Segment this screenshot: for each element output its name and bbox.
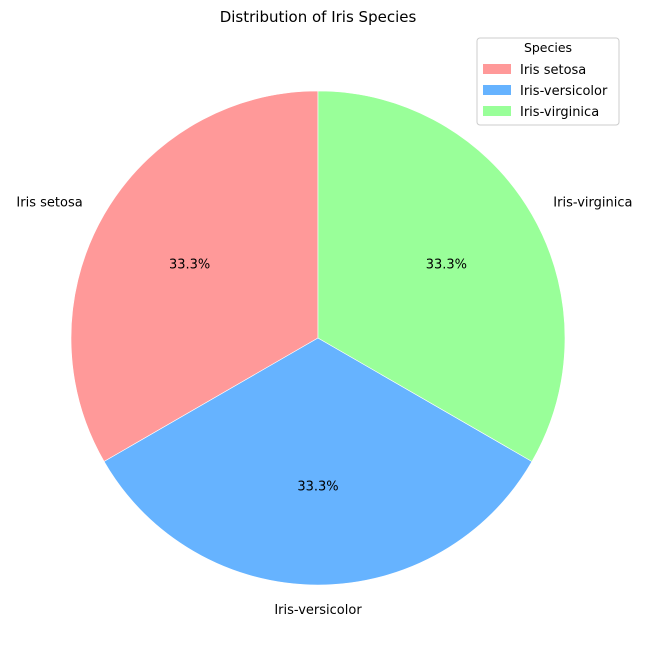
pie-slice-iris-virginica bbox=[317, 90, 566, 462]
chart-title: Distribution of Iris Species bbox=[220, 8, 417, 26]
legend-label-iris-versicolor: Iris-versicolor bbox=[520, 84, 608, 99]
pie-label-iris-virginica: Iris-virginica bbox=[553, 196, 632, 211]
pie-labels: Iris setosa 33.3% Iris-versicolor 33.3% Iris… bbox=[16, 196, 632, 619]
legend-swatch-iris-virginica bbox=[483, 106, 511, 116]
pie-percent-iris-virginica: 33.3% bbox=[426, 257, 467, 272]
pie-percent-iris-versicolor: 33.3% bbox=[297, 480, 338, 495]
legend-swatch-iris-versicolor bbox=[483, 85, 511, 95]
pie-slice-iris-versicolor bbox=[103, 337, 533, 586]
legend-label-iris-setosa: Iris setosa bbox=[520, 63, 586, 78]
legend-swatch-iris-setosa bbox=[483, 64, 511, 74]
pie-label-iris-setosa: Iris setosa bbox=[16, 196, 82, 211]
pie-slices bbox=[70, 90, 566, 586]
pie-label-iris-versicolor: Iris-versicolor bbox=[274, 603, 362, 618]
legend: Species Iris setosa Iris-versicolor Iris… bbox=[476, 37, 620, 126]
legend-title: Species bbox=[524, 40, 572, 55]
pie-slice-iris-setosa bbox=[70, 90, 319, 462]
legend-label-iris-virginica: Iris-virginica bbox=[520, 105, 599, 120]
pie-percent-iris-setosa: 33.3% bbox=[169, 257, 210, 272]
legend-frame bbox=[476, 37, 620, 126]
